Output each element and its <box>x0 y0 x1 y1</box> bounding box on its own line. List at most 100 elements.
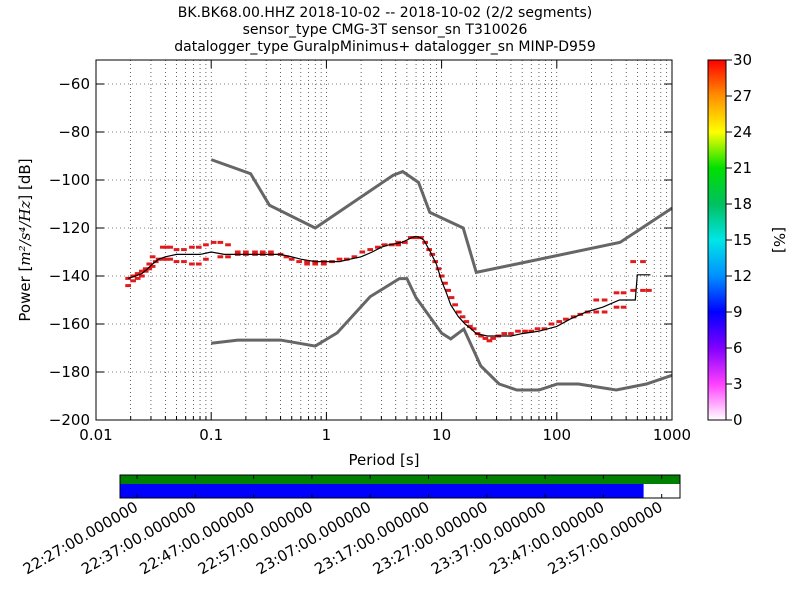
x-axis-ticks: 0.01 0.1 1 10 100 1000 <box>79 60 691 444</box>
ppsd-cell <box>528 329 535 333</box>
ppsd-cell <box>181 260 187 264</box>
availability-frame <box>119 474 681 499</box>
plot-area <box>96 60 672 420</box>
ppsd-cell <box>268 250 274 254</box>
ppsd-cell <box>459 315 466 319</box>
colorbar-tick-label: 0 <box>733 411 743 429</box>
ppsd-cell <box>515 329 521 333</box>
ppsd-cell <box>463 320 470 324</box>
availability-bar <box>119 474 681 499</box>
ppsd-cell <box>312 262 319 266</box>
noise-models <box>210 158 673 392</box>
ppsd-cell <box>189 262 195 266</box>
ppsd-cell <box>630 288 636 292</box>
ppsd-cell <box>501 332 508 336</box>
ppsd-cell <box>173 260 180 264</box>
ppsd-cell <box>296 260 302 264</box>
colorbar-tick-label: 9 <box>733 303 743 321</box>
ppsd-cell <box>130 279 136 283</box>
y-axis-label-prefix: Power [ <box>16 266 34 322</box>
ppsd-cell <box>351 255 358 259</box>
ppsd-cell <box>413 236 419 240</box>
ppsd-cell <box>442 281 448 285</box>
ppsd-cell <box>146 262 153 266</box>
ppsd-cell <box>181 248 187 252</box>
ppsd-cell <box>646 288 652 292</box>
x-tick-label: 0.1 <box>199 426 223 444</box>
ppsd-cell <box>482 336 489 340</box>
ppsd-cell <box>452 303 458 307</box>
ppsd-cell <box>381 243 388 247</box>
ppsd-cell <box>478 334 484 338</box>
ppsd-cell <box>217 240 224 244</box>
ppsd-cell <box>522 329 528 333</box>
ppsd-cell <box>593 310 600 314</box>
ppsd-cell <box>613 291 620 295</box>
ppsd-cell <box>288 257 295 261</box>
ppsd-cell <box>467 324 473 328</box>
psd-availability-strip <box>120 484 644 498</box>
grid-lines <box>95 60 672 421</box>
colorbar <box>707 59 727 421</box>
y-tick-label: −180 <box>49 363 90 381</box>
ppsd-cell <box>563 317 569 321</box>
ppsd-cell <box>435 267 442 271</box>
x-tick-label: 1000 <box>653 426 691 444</box>
colorbar-tick-label: 27 <box>733 87 752 105</box>
ppsd-cell <box>304 260 310 264</box>
colorbar-tick-label: 3 <box>733 375 743 393</box>
ppsd-cell <box>225 243 231 247</box>
ppsd-cell <box>490 336 496 340</box>
colorbar-tick-label: 30 <box>733 51 752 69</box>
ppsd-cell <box>601 298 608 302</box>
ppsd-cell <box>142 267 149 271</box>
ppsd-cell <box>343 257 350 261</box>
ppsd-cell <box>375 245 381 249</box>
ppsd-cell <box>173 248 180 252</box>
colorbar-tick-label: 15 <box>733 231 752 249</box>
colorbar-tick-label: 6 <box>733 339 743 357</box>
ppsd-cell <box>548 322 555 326</box>
mean-psd-line <box>127 235 651 337</box>
y-axis-label-units: m²/s⁴/Hz <box>16 200 34 265</box>
ppsd-cell <box>455 310 462 314</box>
ppsd-cell <box>438 274 445 278</box>
ppsd-cell <box>159 245 166 249</box>
ppsd-cell <box>163 245 170 249</box>
chart-title: BK.BK68.00.HHZ 2018-10-02 -- 2018-10-02 … <box>174 5 596 55</box>
ppsd-cell <box>167 245 173 249</box>
ppsd-cell <box>203 257 209 261</box>
x-tick-label: 0.01 <box>79 426 112 444</box>
ppsd-cell <box>134 276 141 280</box>
ppsd-cell <box>139 274 145 278</box>
colorbar-tick-label: 24 <box>733 123 752 141</box>
colorbar-tick-label: 18 <box>733 195 752 213</box>
y-tick-label: −100 <box>49 171 90 189</box>
x-tick-label: 1 <box>322 426 332 444</box>
ppsd-cell <box>541 327 548 331</box>
ppsd-cell <box>640 288 646 292</box>
mean-curve <box>127 235 651 337</box>
ppsd-cell <box>283 255 290 259</box>
ppsd-cell <box>395 243 402 247</box>
ppsd-cell <box>189 245 195 249</box>
ppsd-cell <box>142 269 149 273</box>
ppsd-cell <box>195 245 202 249</box>
data-availability-strip <box>120 475 680 484</box>
title-line-station: BK.BK68.00.HHZ 2018-10-02 -- 2018-10-02 … <box>178 5 592 21</box>
colorbar-ticks: 0 3 6 9 12 15 18 21 24 27 30 <box>726 51 752 429</box>
x-axis-label: Period [s] <box>348 451 419 469</box>
ppsd-cell <box>448 296 455 300</box>
ppsd-cell <box>620 305 627 309</box>
ppsd-cell <box>630 260 636 264</box>
y-tick-label: −200 <box>49 411 90 429</box>
ppsd-cell <box>336 257 343 261</box>
y-tick-label: −60 <box>58 75 90 93</box>
ppsd-cell <box>359 250 366 254</box>
ppsd-cell <box>149 264 156 268</box>
y-tick-label: −140 <box>49 267 90 285</box>
ppsd-cell <box>367 248 374 252</box>
ppsd-cell <box>146 267 153 271</box>
ppsd-cell <box>593 298 600 302</box>
